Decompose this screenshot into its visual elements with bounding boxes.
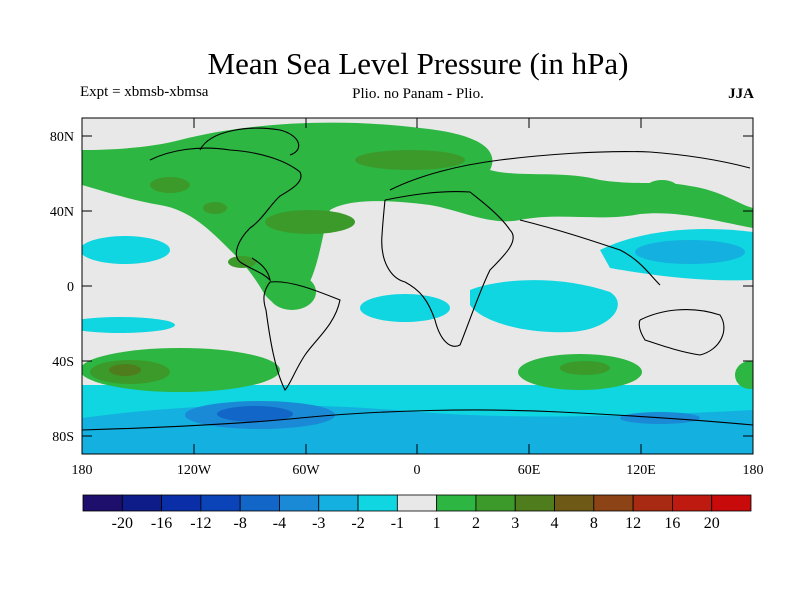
colorbar-swatch	[554, 494, 595, 512]
lat-label-80s: 80S	[52, 430, 74, 445]
colorbar-swatch	[396, 494, 438, 512]
colorbar-label: 20	[704, 515, 720, 532]
coastline-australia	[638, 309, 725, 356]
lat-label-40n: 40N	[50, 205, 74, 220]
colorbar-swatch	[239, 494, 280, 512]
colorbar-label: -16	[151, 515, 172, 532]
colorbar-swatch	[161, 494, 202, 512]
contour-pos3-south-pacific	[109, 364, 141, 376]
colorbar-swatch	[318, 494, 359, 512]
lat-label-0: 0	[67, 280, 74, 295]
colorbar-label: -4	[273, 515, 286, 532]
contour-pos1-east-edge	[735, 361, 753, 389]
colorbar-label: 16	[664, 515, 680, 532]
coastline-eurasia	[389, 150, 751, 286]
lat-label-80n: 80N	[50, 130, 74, 145]
subtitle: Plio. no Panam - Plio.	[352, 86, 484, 102]
contour-pos2-south-indian	[560, 361, 610, 375]
coastline-greenland	[199, 127, 300, 156]
colorbar-swatch	[672, 494, 713, 512]
lon-label-180e: 180	[743, 463, 764, 478]
colorbar-swatch	[711, 494, 752, 512]
colorbar-swatch	[200, 494, 241, 512]
axis-ticks	[81, 118, 754, 454]
colorbar-label: 4	[551, 515, 559, 532]
colorbar-swatch	[82, 494, 123, 512]
colorbar-swatch	[514, 494, 555, 512]
lon-label-120w: 120W	[177, 463, 212, 478]
colorbar-swatch	[436, 494, 477, 512]
coastline-antarctica	[82, 409, 753, 431]
contour-neg1-south-atlantic	[360, 294, 450, 322]
map-title: Mean Sea Level Pressure (in hPa)	[207, 46, 629, 81]
colorbar-swatch	[475, 494, 516, 512]
colorbar-label: 3	[511, 515, 519, 532]
colorbar-label: 1	[433, 515, 441, 532]
colorbar-label: 12	[625, 515, 641, 532]
colorbar-label: 8	[590, 515, 598, 532]
contour-pos1-east-asia	[646, 180, 678, 196]
colorbar-label: -20	[112, 515, 133, 532]
colorbar-swatch	[632, 494, 673, 512]
lon-label-60e: 60E	[518, 463, 541, 478]
colorbar-label: -12	[190, 515, 211, 532]
lon-label-60w: 60W	[292, 463, 320, 478]
contour-pos2-north-atlantic	[265, 210, 355, 234]
lon-label-0: 0	[414, 463, 421, 478]
coastline-africa	[381, 191, 514, 347]
colorbar-label: -3	[312, 515, 325, 532]
contour-pos2-arctic	[355, 150, 465, 170]
colorbar: -20 -16 -12 -8 -4 -3 -2 -1 1 2 3 4 8 12 16 20	[82, 494, 752, 532]
contour-pos2-central-america	[228, 256, 256, 268]
contour-pos1-south-america	[268, 274, 316, 310]
colorbar-swatch	[121, 494, 162, 512]
colorbar-swatch	[593, 494, 634, 512]
colorbar-swatch	[357, 494, 398, 512]
season-label: JJA	[728, 86, 754, 102]
experiment-label: Expt = xbmsb-xbmsa	[80, 84, 209, 100]
colorbar-label: -8	[234, 515, 247, 532]
contour-neg2-west-pacific	[635, 240, 745, 264]
contour-pos2-pacific	[150, 177, 190, 193]
contour-pos2-america	[203, 202, 227, 214]
lat-label-40s: 40S	[52, 355, 74, 370]
colorbar-label: 2	[472, 515, 480, 532]
coastlines	[82, 127, 753, 431]
pressure-field	[82, 122, 753, 454]
colorbar-swatch	[279, 494, 320, 512]
coastline-north-america	[149, 147, 302, 282]
contour-neg4-southern-ocean	[217, 406, 293, 422]
colorbar-label: -2	[351, 515, 364, 532]
lon-label-120e: 120E	[626, 463, 656, 478]
lon-label-180w: 180	[72, 463, 93, 478]
colorbar-label: -1	[391, 515, 404, 532]
contour-neg1-east-pacific	[82, 236, 170, 264]
coastline-south-america	[263, 281, 341, 391]
contour-neg1-south-pacific	[82, 317, 175, 333]
contour-neg1-indian	[470, 280, 618, 333]
